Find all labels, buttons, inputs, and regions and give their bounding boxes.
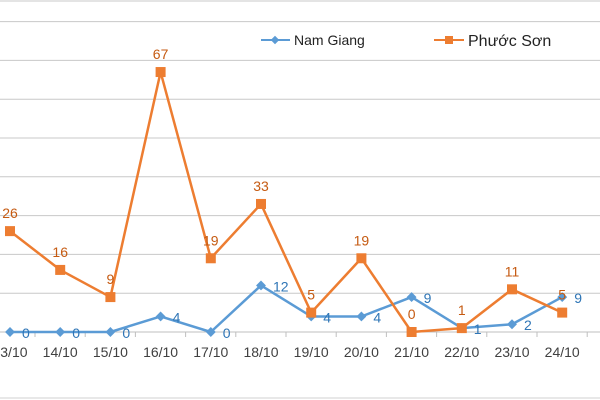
data-point <box>356 311 367 322</box>
data-point <box>557 292 568 303</box>
legend-item-phuoc-son: Phước Sơn <box>434 33 551 50</box>
data-point <box>205 327 216 337</box>
data-point <box>406 292 417 303</box>
data-point <box>507 319 517 330</box>
gridlines <box>0 0 600 294</box>
data-point <box>456 323 467 334</box>
data-point <box>557 307 568 318</box>
data-label: 19 <box>354 232 370 248</box>
data-label: 0 <box>223 325 231 341</box>
data-label: 5 <box>307 287 315 303</box>
legend-label: Phước Sơn <box>468 33 551 50</box>
legend-label: Nam Giang <box>294 32 365 48</box>
data-point <box>5 327 15 337</box>
x-tick-label: 24/10 <box>545 344 580 360</box>
square-marker-icon <box>445 36 453 44</box>
data-label: 1 <box>458 302 466 318</box>
data-label: 12 <box>273 278 289 294</box>
x-tick-label: 15/10 <box>93 344 128 360</box>
data-label: 4 <box>173 309 181 325</box>
x-tick-label: 17/10 <box>193 344 228 360</box>
data-label: 4 <box>373 309 381 325</box>
data-label: 9 <box>107 271 115 287</box>
data-label: 11 <box>505 263 520 279</box>
x-tick-label: 22/10 <box>444 344 479 360</box>
data-label: 2 <box>524 317 532 333</box>
data-label: 0 <box>72 325 80 341</box>
data-point <box>356 253 367 264</box>
data-label: 0 <box>122 325 130 341</box>
legend: Nam Giang Phước Sơn <box>261 32 551 50</box>
data-label: 0 <box>408 306 416 322</box>
data-point <box>105 327 116 337</box>
data-point <box>55 264 66 275</box>
data-label: 4 <box>323 309 331 325</box>
data-point <box>256 198 266 209</box>
x-tick-label: 14/10 <box>43 344 78 360</box>
data-label: 26 <box>2 205 18 221</box>
data-label: 0 <box>22 325 30 341</box>
data-point <box>155 67 166 78</box>
series-line <box>10 284 563 334</box>
data-point <box>256 280 266 291</box>
x-tick-label: 21/10 <box>394 344 429 360</box>
x-tick-label: 23/10 <box>494 344 529 360</box>
x-ticks: 13/10 14/10 15/10 16/10 17/10 18/10 19/10 20/10… <box>0 332 588 360</box>
data-label: 1 <box>474 321 482 337</box>
data-point <box>155 311 166 322</box>
x-tick-label: 20/10 <box>344 344 379 360</box>
data-label: 5 <box>558 287 566 303</box>
data-point <box>507 284 517 295</box>
x-tick-label: 18/10 <box>243 344 278 360</box>
data-label: 67 <box>153 46 169 62</box>
series-line <box>9 70 563 334</box>
data-label: 19 <box>203 232 219 248</box>
data-label: 9 <box>574 290 582 306</box>
data-label: 33 <box>253 178 269 194</box>
x-tick-label: 16/10 <box>143 344 178 360</box>
data-point <box>406 327 417 337</box>
data-point <box>105 292 116 303</box>
data-point <box>55 327 66 337</box>
data-label: 16 <box>52 244 68 260</box>
data-point <box>205 253 216 264</box>
data-point <box>5 226 15 237</box>
diamond-marker-icon <box>270 35 280 45</box>
x-tick-label: 19/10 <box>294 344 329 360</box>
data-point <box>306 307 317 318</box>
data-label: 9 <box>424 290 432 306</box>
x-tick-label: 13/10 <box>0 344 28 360</box>
legend-item-nam-giang: Nam Giang <box>261 32 365 48</box>
